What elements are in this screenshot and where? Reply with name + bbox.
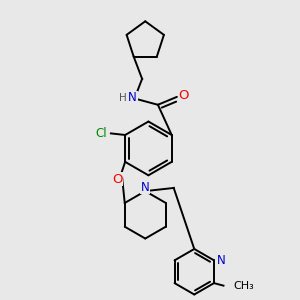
Text: O: O xyxy=(112,173,122,186)
Text: N: N xyxy=(141,181,150,194)
Text: N: N xyxy=(128,91,137,104)
Text: Cl: Cl xyxy=(96,127,107,140)
Text: CH₃: CH₃ xyxy=(233,280,254,291)
Text: O: O xyxy=(178,89,189,102)
Text: H: H xyxy=(119,93,127,103)
Text: N: N xyxy=(217,254,225,267)
